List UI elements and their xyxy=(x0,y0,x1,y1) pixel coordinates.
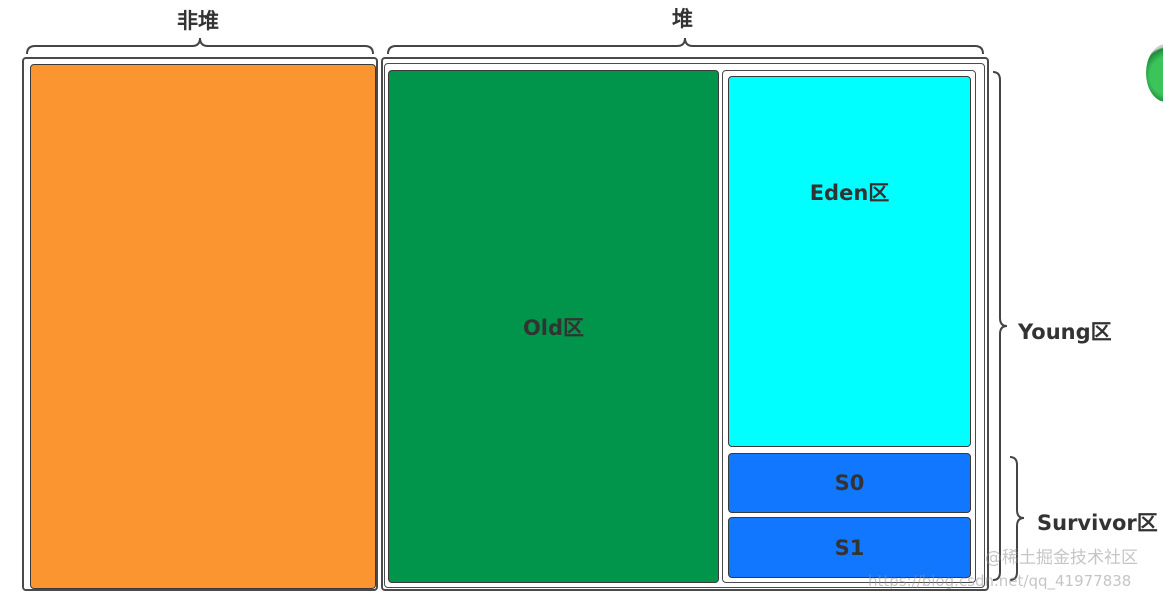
non-heap-frame xyxy=(22,57,378,591)
heap-frame xyxy=(381,57,989,591)
heap-inner-frame xyxy=(384,63,985,588)
eden-block: Eden区 xyxy=(728,76,971,447)
watermark-url: https://blog.csdn.net/qq_41977838 xyxy=(868,572,1132,590)
heap-label: 堆 xyxy=(672,7,693,31)
non-heap-block xyxy=(30,64,376,589)
survivor-label: Survivor区 xyxy=(1037,511,1158,535)
s0-block: S0 xyxy=(728,453,971,513)
corner-icon xyxy=(1146,44,1163,102)
non-heap-label: 非堆 xyxy=(177,9,219,33)
young-label: Young区 xyxy=(1018,320,1112,344)
young-frame xyxy=(722,70,976,583)
eden-label: Eden区 xyxy=(809,180,890,205)
s1-block: S1 xyxy=(728,517,971,578)
old-block: Old区 xyxy=(388,70,719,583)
s0-label: S0 xyxy=(834,471,865,495)
watermark-site: @稀土掘金技术社区 xyxy=(985,548,1138,568)
s1-label: S1 xyxy=(834,535,865,560)
old-label: Old区 xyxy=(522,315,585,340)
